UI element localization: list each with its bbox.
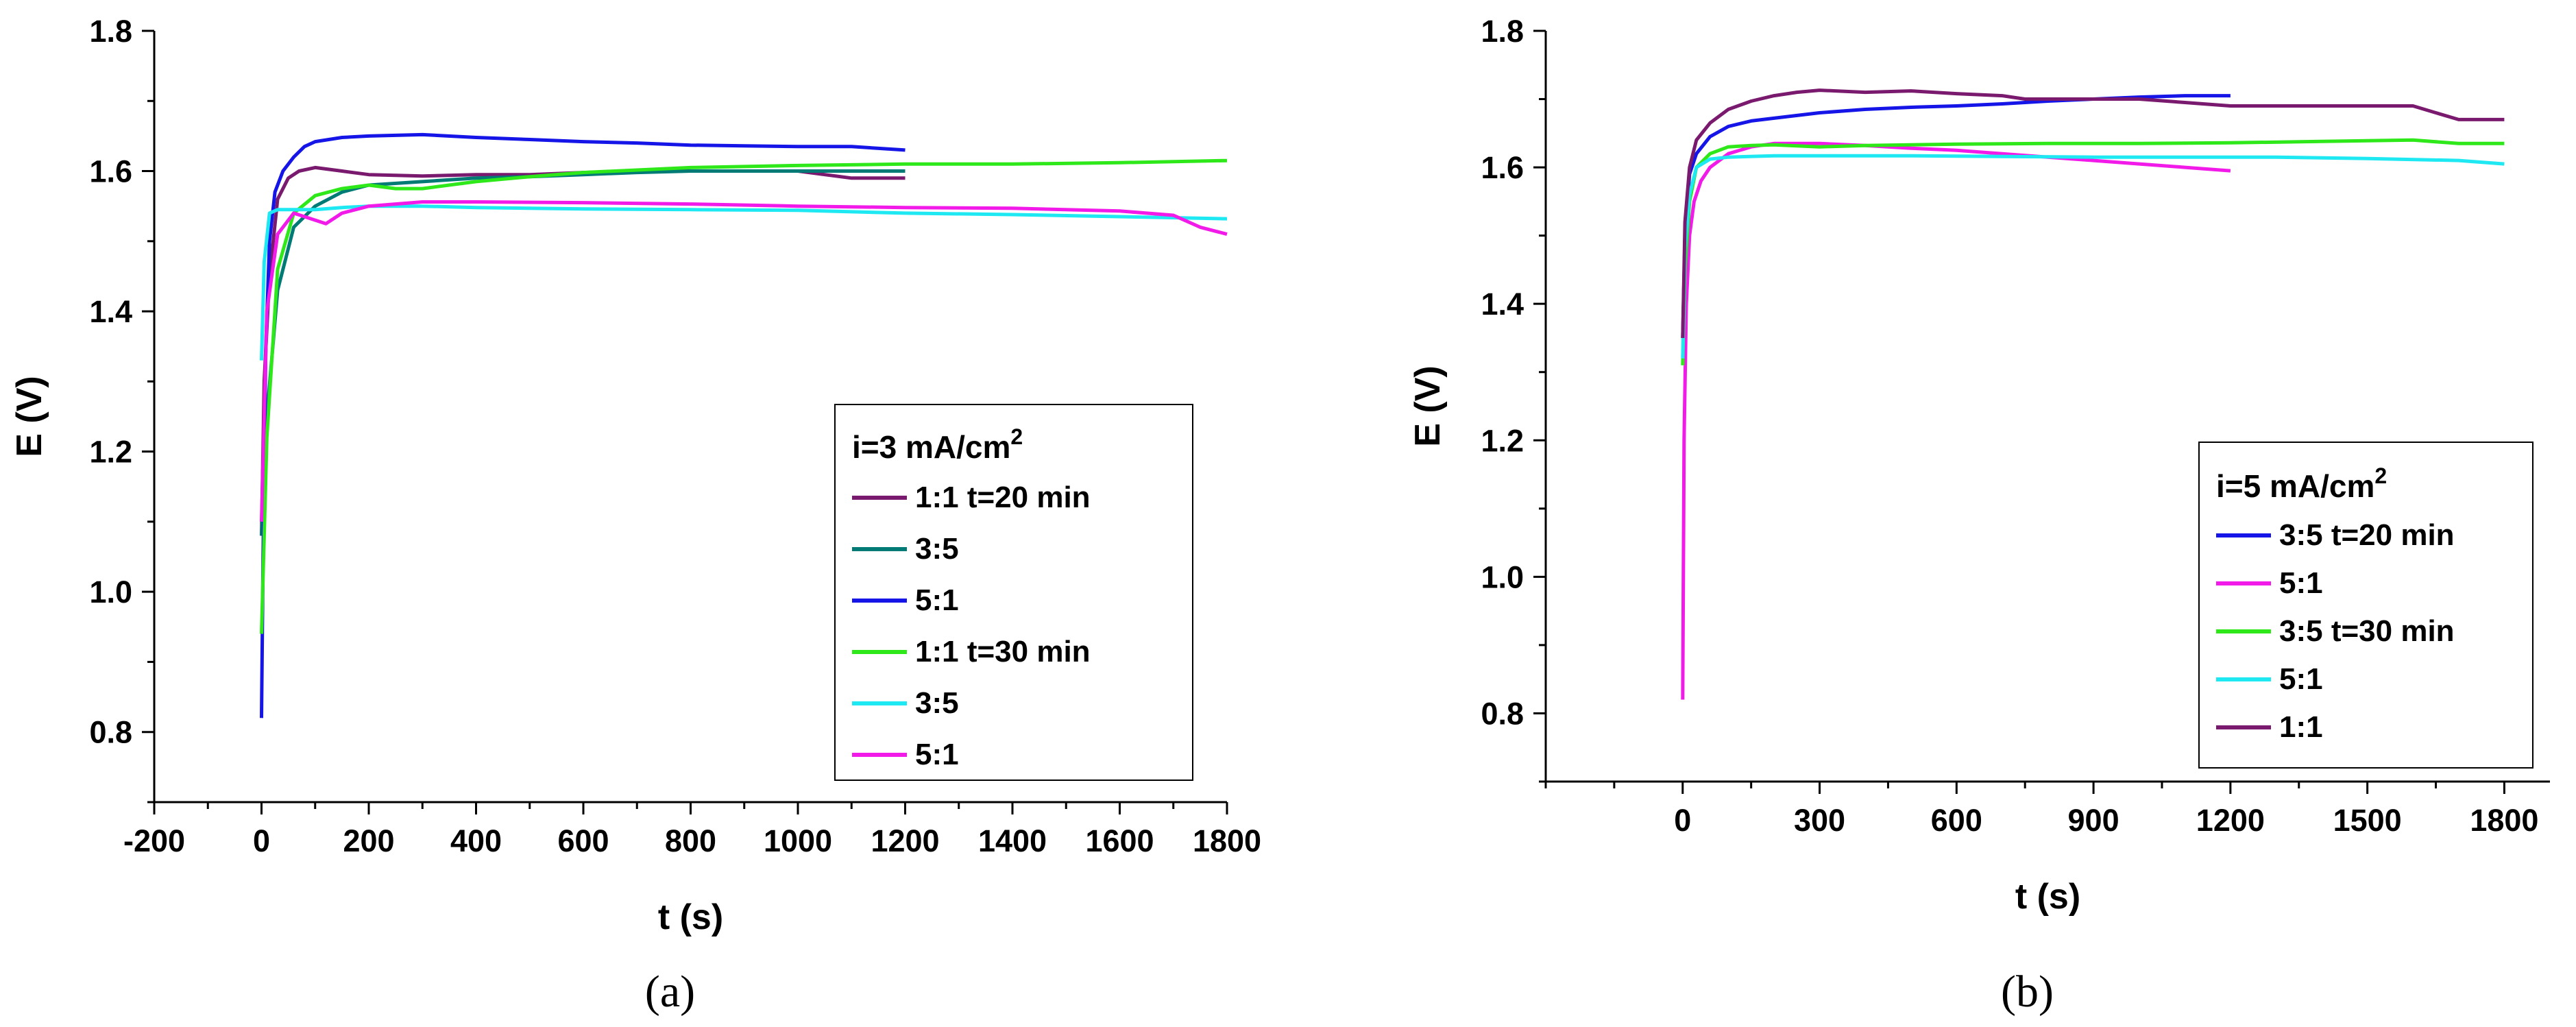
series-line-1 [1681,94,2231,339]
series-line-4 [260,158,1228,634]
y-tick-label: 1.4 [1481,287,1524,322]
x-tick-label: 0 [253,823,270,858]
y-tick-label: 1.6 [1481,150,1524,185]
panel-caption: (b) [2001,967,2054,1017]
y-axis-label: E (V) [10,376,49,457]
y-axis-label: E (V) [1408,365,1448,446]
legend-entry-label: 1:1 t=20 min [915,481,1091,514]
x-tick-label: 1800 [2470,803,2538,838]
legend: i=5 mA/cm2 3:5 t=20 min 5:1 3:5 t=30 min 5:1… [2198,442,2534,769]
series-line-5 [1681,88,2505,339]
series-line-3 [1681,138,2505,365]
x-tick-label: 400 [450,823,502,858]
x-tick-label: 1000 [764,823,832,858]
x-tick-label: 800 [665,823,716,858]
y-tick-label: 1.2 [1481,423,1524,458]
x-tick-label: 600 [557,823,609,858]
legend-entry-label: 5:1 [2279,566,2323,600]
y-tick-label: 1.6 [89,154,132,189]
series-line-1 [260,165,906,536]
y-tick-label: 0.8 [89,715,132,750]
x-tick-label: 0 [1674,803,1691,838]
series-line-2 [1681,141,2231,700]
x-tick-label: 1200 [871,823,939,858]
y-tick-label: 1.0 [1481,559,1524,594]
y-tick-label: 0.8 [1481,696,1524,731]
legend-entry-label: 1:1 [2279,710,2323,744]
legend-entry-label: 3:5 t=30 min [2279,614,2455,648]
x-tick-label: 900 [2068,803,2119,838]
chart-panel-b: 0 300 600 900 1200 1500 1800 0.8 1.0 1.2 1.4 1.6 1.8… [1408,14,2550,1017]
x-axis-label: t (s) [658,897,723,937]
legend-title: i=5 mA/cm2 [2216,463,2387,504]
x-tick-label: 1200 [2196,803,2265,838]
legend-box [2198,442,2534,769]
legend-entry-label: 5:1 [915,738,959,771]
series-line-4 [1681,154,2505,359]
legend: i=3 mA/cm2 1:1 t=20 min 3:5 5:1 1:1 t=30 min… [834,404,1193,781]
legend-entry-label: 3:5 [915,686,959,720]
x-tick-label: 600 [1931,803,1982,838]
x-tick-label: 1800 [1193,823,1261,858]
legend-title-superscript: 2 [2374,463,2387,488]
y-tick-label: 1.2 [89,435,132,470]
chart-panel-a: -200 0 200 400 600 800 1000 1200 1400 1600 1800 0.8… [10,14,1261,1017]
y-tick-label: 1.0 [89,575,132,609]
x-tick-label: 1400 [978,823,1047,858]
legend-entry-label: 5:1 [2279,662,2323,696]
y-tick-label: 1.8 [89,14,132,49]
x-tick-label: 1500 [2333,803,2402,838]
legend-box [834,404,1193,781]
series-line-6 [260,200,1228,522]
panel-caption: (a) [645,967,695,1017]
legend-title-superscript: 2 [1010,424,1023,449]
x-tick-label: 1600 [1085,823,1154,858]
series-line-3 [260,132,906,718]
y-tick-label: 1.4 [89,294,132,329]
x-tick-label: 300 [1794,803,1845,838]
legend-entry-label: 3:5 [915,532,959,566]
series-line-5 [260,204,1228,361]
y-tick-label: 1.8 [1481,14,1524,49]
x-axis-label: t (s) [2015,877,2080,917]
x-tick-label: -200 [123,823,185,858]
legend-entry-label: 3:5 t=20 min [2279,518,2455,552]
x-tick-label: 200 [343,823,394,858]
legend-entry-label: 1:1 t=30 min [915,635,1091,668]
legend-entry-label: 5:1 [915,583,959,617]
legend-title: i=3 mA/cm2 [852,424,1023,465]
series-line-2 [260,169,906,536]
